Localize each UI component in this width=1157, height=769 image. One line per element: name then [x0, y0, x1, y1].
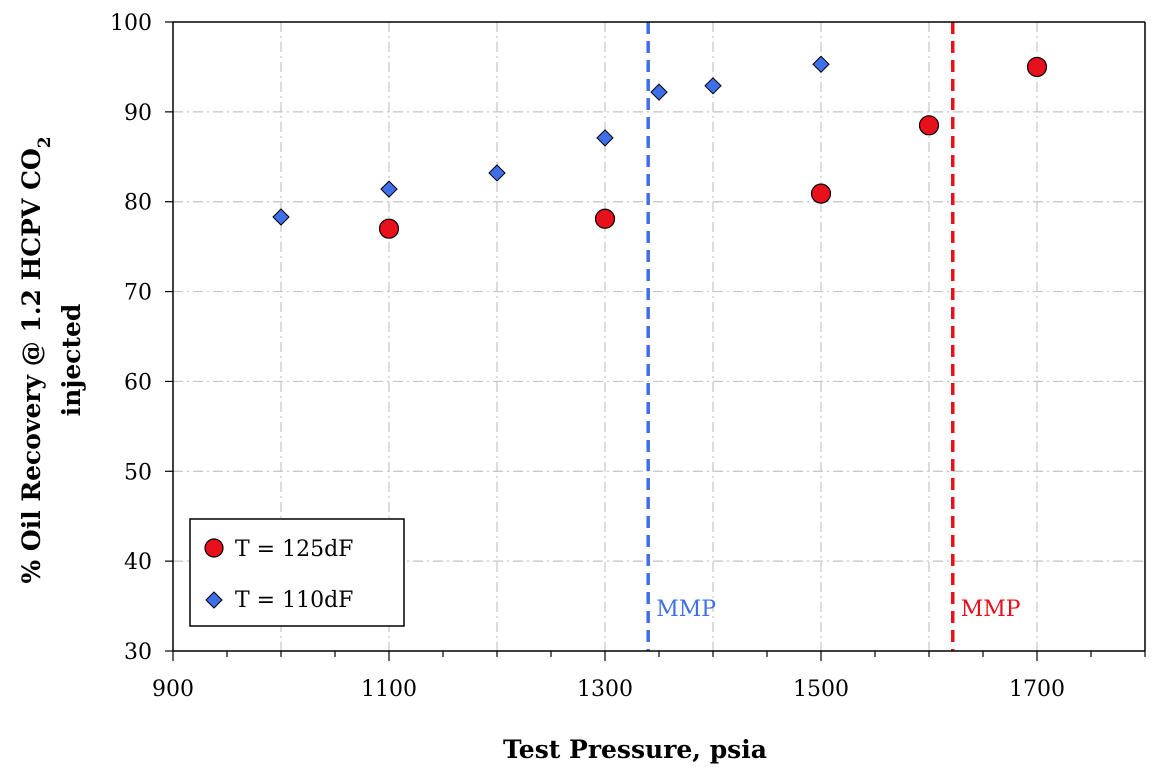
vertical-reference-lines: MMP MMP [646, 22, 1021, 651]
data-point-t110 [650, 83, 668, 101]
y-axis-title-subscript: 2 [35, 136, 55, 148]
y-tick-label: 50 [124, 460, 152, 485]
data-point-t110 [812, 55, 830, 73]
x-tick-label: 1500 [793, 677, 849, 702]
data-point-t110 [596, 129, 614, 147]
y-tick-label: 70 [124, 281, 152, 306]
x-axis-title: Test Pressure, psia [503, 735, 767, 764]
y-tick-label: 80 [124, 191, 152, 216]
data-point-t110 [704, 77, 722, 95]
x-tick-label: 900 [152, 677, 194, 702]
y-axis-title-main: % Oil Recovery @ 1.2 HCPV CO [17, 148, 46, 583]
y-tick-label: 100 [110, 11, 152, 36]
legend-label-series-2: T = 110dF [235, 588, 353, 613]
y-tick-label: 30 [124, 640, 152, 665]
y-tick-label: 90 [124, 101, 152, 126]
y-axis-title-line1: % Oil Recovery @ 1.2 HCPV CO2 [17, 136, 55, 583]
y-axis-title-line2: injected [57, 304, 86, 417]
y-axis: 30 40 50 60 70 80 90 100 [110, 11, 173, 665]
mmp-label: MMP [961, 597, 1021, 622]
data-point-t125 [378, 218, 400, 239]
data-point-t110 [272, 208, 290, 226]
data-points [272, 55, 1048, 239]
data-point-t110 [380, 180, 398, 198]
y-tick-label: 40 [124, 550, 152, 575]
x-tick-label: 1300 [577, 677, 633, 702]
data-point-t125 [810, 183, 832, 204]
data-point-t110 [488, 164, 506, 182]
legend: T = 125dF T = 110dF [189, 518, 405, 627]
y-axis-title-group: % Oil Recovery @ 1.2 HCPV CO2 injected [17, 136, 86, 583]
data-point-t125 [1026, 56, 1048, 78]
data-point-t125 [918, 115, 940, 136]
data-point-t125 [594, 208, 616, 229]
mmp-label: MMP [656, 597, 716, 622]
legend-marker-circle [204, 538, 224, 558]
legend-box [189, 518, 405, 627]
x-tick-label: 1700 [1009, 677, 1065, 702]
y-tick-label: 60 [124, 370, 152, 395]
x-axis: 900 1100 1300 1500 1700 [152, 651, 1146, 702]
legend-label-series-1: T = 125dF [235, 537, 353, 562]
x-tick-label: 1100 [361, 677, 417, 702]
legend-marker-diamond [205, 591, 223, 609]
